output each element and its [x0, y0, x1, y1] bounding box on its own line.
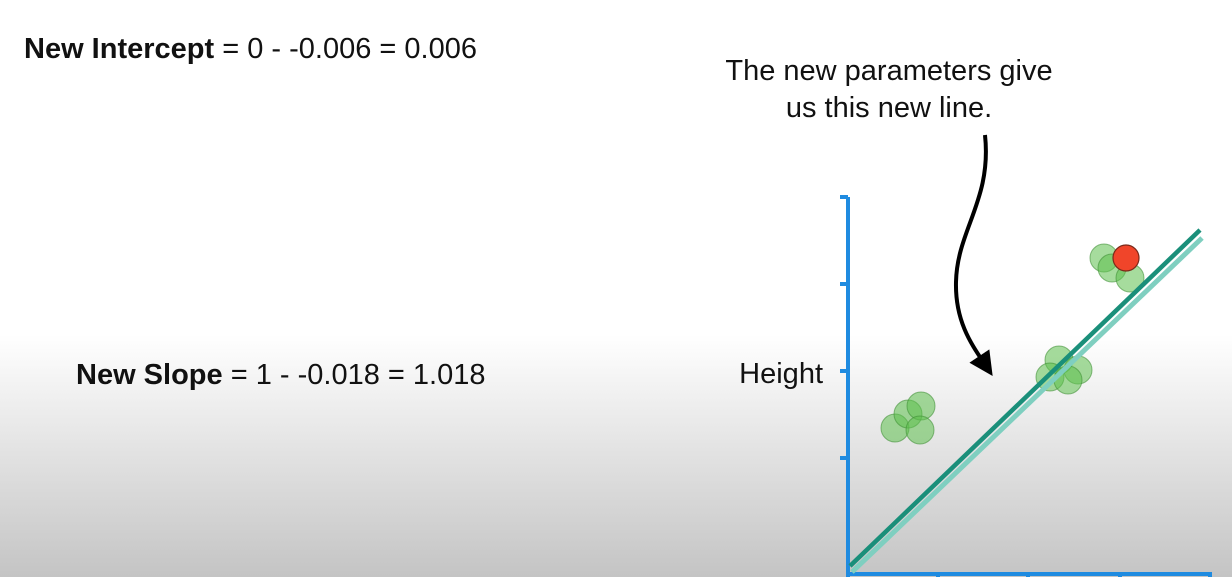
points — [880, 243, 1145, 445]
y-axis-label: Height — [739, 358, 823, 390]
point — [905, 415, 935, 445]
fitted-line — [848, 228, 1202, 568]
intercept-label: New Intercept — [24, 33, 214, 65]
x-axis-label: Weight — [980, 573, 1070, 577]
old-line — [850, 236, 1204, 574]
axes — [840, 195, 1212, 577]
point — [1053, 365, 1083, 395]
slope-label: New Slope — [76, 359, 223, 391]
annotation-line: The new parameters give — [725, 55, 1052, 87]
arrow — [953, 134, 993, 376]
highlighted-point — [1112, 244, 1140, 272]
intercept-equation: New Intercept = 0 - -0.006 = 0.006 — [24, 33, 477, 65]
annotation-line: us this new line. — [786, 92, 992, 124]
slope-equation: New Slope = 1 - -0.018 = 1.018 — [76, 359, 485, 391]
slope-expression: = 1 - -0.018 = 1.018 — [231, 359, 486, 391]
intercept-expression: = 0 - -0.006 = 0.006 — [222, 33, 477, 65]
